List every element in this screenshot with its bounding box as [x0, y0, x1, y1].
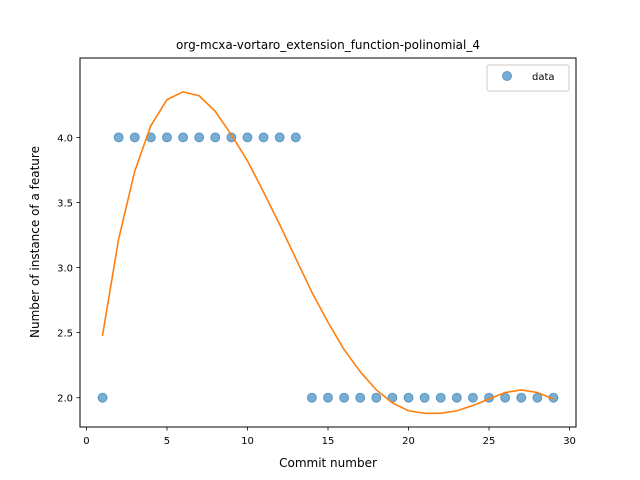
chart-title: org-mcxa-vortaro_extension_function-poli… [176, 38, 480, 52]
plot-area [97, 91, 559, 415]
y-tick-label: 2.5 [57, 329, 73, 340]
data-point [451, 392, 462, 403]
data-point [339, 392, 350, 403]
data-point [403, 392, 414, 403]
data-point [242, 132, 253, 143]
data-point [97, 392, 108, 403]
x-axis-label: Commit number [279, 456, 377, 470]
y-tick-label: 3.5 [57, 198, 73, 209]
x-tick-label: 30 [563, 436, 576, 447]
data-point [355, 392, 366, 403]
x-tick-label: 5 [164, 436, 170, 447]
data-point [129, 132, 140, 143]
axes-frame [79, 57, 577, 428]
legend: data [486, 64, 570, 92]
data-point [210, 132, 221, 143]
data-point [467, 392, 478, 403]
data-point [419, 392, 430, 403]
legend-marker-data [502, 71, 512, 81]
x-tick-label: 25 [483, 436, 496, 447]
y-axis-label: Number of instance of a feature [28, 146, 42, 338]
data-point [516, 392, 527, 403]
legend-box [486, 64, 570, 92]
y-tick-label: 2.0 [57, 394, 73, 405]
x-tick-label: 10 [241, 436, 254, 447]
y-tick-label: 3.0 [57, 264, 73, 275]
data-point [194, 132, 205, 143]
data-point [371, 392, 382, 403]
x-tick-label: 20 [402, 436, 415, 447]
x-tick-label: 0 [83, 436, 89, 447]
data-point [306, 392, 317, 403]
data-point [113, 132, 124, 143]
legend-label-data: data [532, 72, 555, 83]
x-tick-label: 15 [322, 436, 335, 447]
data-point [274, 132, 285, 143]
data-point [323, 392, 333, 403]
polynomial-fit-line [101, 91, 555, 415]
data-point [258, 132, 269, 143]
data-point [290, 132, 301, 143]
y-tick-label: 4.0 [57, 133, 73, 144]
data-point [161, 132, 172, 143]
data-point [435, 392, 446, 403]
data-point [178, 132, 189, 143]
axis-ticks: 0 5 10 15 20 25 30 2.0 2.5 3.0 3.5 4.0 [57, 133, 576, 447]
